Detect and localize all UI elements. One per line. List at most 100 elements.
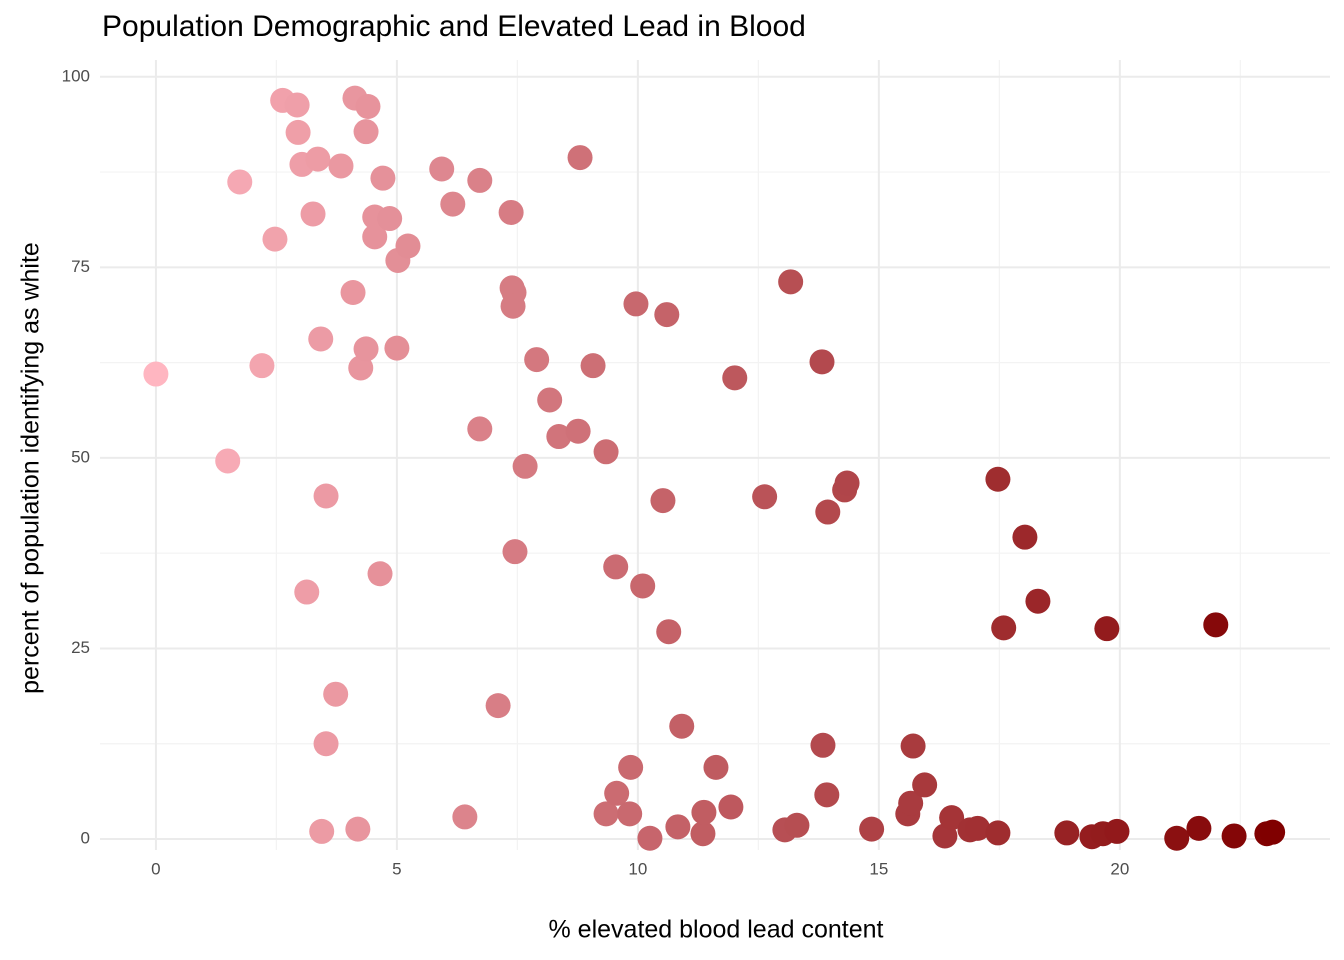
point xyxy=(308,326,334,352)
point xyxy=(650,488,676,514)
point xyxy=(580,353,606,379)
y-tick-label: 0 xyxy=(81,829,90,848)
point xyxy=(567,145,593,171)
point xyxy=(593,801,619,827)
point xyxy=(262,226,288,252)
point xyxy=(313,483,339,509)
point xyxy=(367,561,393,587)
point xyxy=(900,733,926,759)
point xyxy=(353,336,379,362)
y-tick-label: 50 xyxy=(71,447,90,466)
point xyxy=(618,754,644,780)
point xyxy=(498,199,524,225)
x-tick-label: 15 xyxy=(869,859,888,878)
point xyxy=(340,279,366,305)
point xyxy=(395,233,421,259)
point xyxy=(1025,588,1051,614)
point xyxy=(991,615,1017,641)
point xyxy=(898,790,924,816)
point xyxy=(814,782,840,808)
point xyxy=(603,554,629,580)
point xyxy=(537,387,563,413)
point xyxy=(656,619,682,645)
point xyxy=(143,361,169,387)
point xyxy=(809,349,835,375)
point xyxy=(778,269,804,295)
point xyxy=(718,794,744,820)
point xyxy=(524,347,550,373)
point xyxy=(623,291,649,317)
point xyxy=(810,732,836,758)
x-tick-label: 5 xyxy=(392,859,401,878)
point xyxy=(985,466,1011,492)
point xyxy=(323,681,349,707)
x-axis-title: % elevated blood lead content xyxy=(549,916,884,944)
point xyxy=(1164,825,1190,851)
points xyxy=(143,85,1286,851)
point xyxy=(565,418,591,444)
point xyxy=(485,693,511,719)
point xyxy=(300,201,326,227)
point xyxy=(452,804,478,830)
point xyxy=(630,573,656,599)
point xyxy=(912,772,938,798)
point xyxy=(604,780,630,806)
y-axis-title: percent of population identifying as whi… xyxy=(17,242,45,694)
point xyxy=(939,805,965,831)
point xyxy=(429,156,455,182)
point xyxy=(593,439,619,465)
point xyxy=(305,146,331,172)
point xyxy=(440,191,466,217)
point xyxy=(215,448,241,474)
point xyxy=(313,731,339,757)
point xyxy=(362,224,388,250)
point xyxy=(227,169,253,195)
point xyxy=(691,799,717,825)
point xyxy=(370,165,396,191)
point xyxy=(1203,612,1229,638)
chart-title: Population Demographic and Elevated Lead… xyxy=(102,10,806,43)
y-tick-label: 75 xyxy=(71,257,90,276)
point xyxy=(965,815,991,841)
x-tick-label: 10 xyxy=(628,859,647,878)
point xyxy=(285,119,311,145)
point xyxy=(355,93,381,119)
point xyxy=(815,499,841,525)
point xyxy=(617,801,643,827)
point xyxy=(985,820,1011,846)
point xyxy=(654,302,680,328)
grid xyxy=(100,60,1330,850)
x-tick-label: 0 xyxy=(151,859,160,878)
point xyxy=(467,416,493,442)
x-tick-label: 20 xyxy=(1110,859,1129,878)
point xyxy=(1012,524,1038,550)
point xyxy=(345,816,371,842)
point xyxy=(384,335,410,361)
point xyxy=(467,167,493,193)
point xyxy=(637,825,663,851)
point xyxy=(546,424,572,450)
point xyxy=(502,539,528,565)
point xyxy=(1094,616,1120,642)
point xyxy=(249,353,275,379)
point xyxy=(284,92,310,118)
point xyxy=(859,816,885,842)
point xyxy=(690,821,716,847)
point xyxy=(1260,819,1286,845)
point xyxy=(1104,818,1130,844)
point xyxy=(752,484,778,510)
point xyxy=(1221,823,1247,849)
point xyxy=(703,754,729,780)
point xyxy=(348,355,374,381)
point xyxy=(784,812,810,838)
point xyxy=(1186,815,1212,841)
point xyxy=(377,206,403,232)
point xyxy=(669,713,695,739)
point xyxy=(665,814,691,840)
point xyxy=(500,293,526,319)
point xyxy=(1054,820,1080,846)
y-tick-label: 25 xyxy=(71,638,90,657)
point xyxy=(722,365,748,391)
point xyxy=(294,579,320,605)
